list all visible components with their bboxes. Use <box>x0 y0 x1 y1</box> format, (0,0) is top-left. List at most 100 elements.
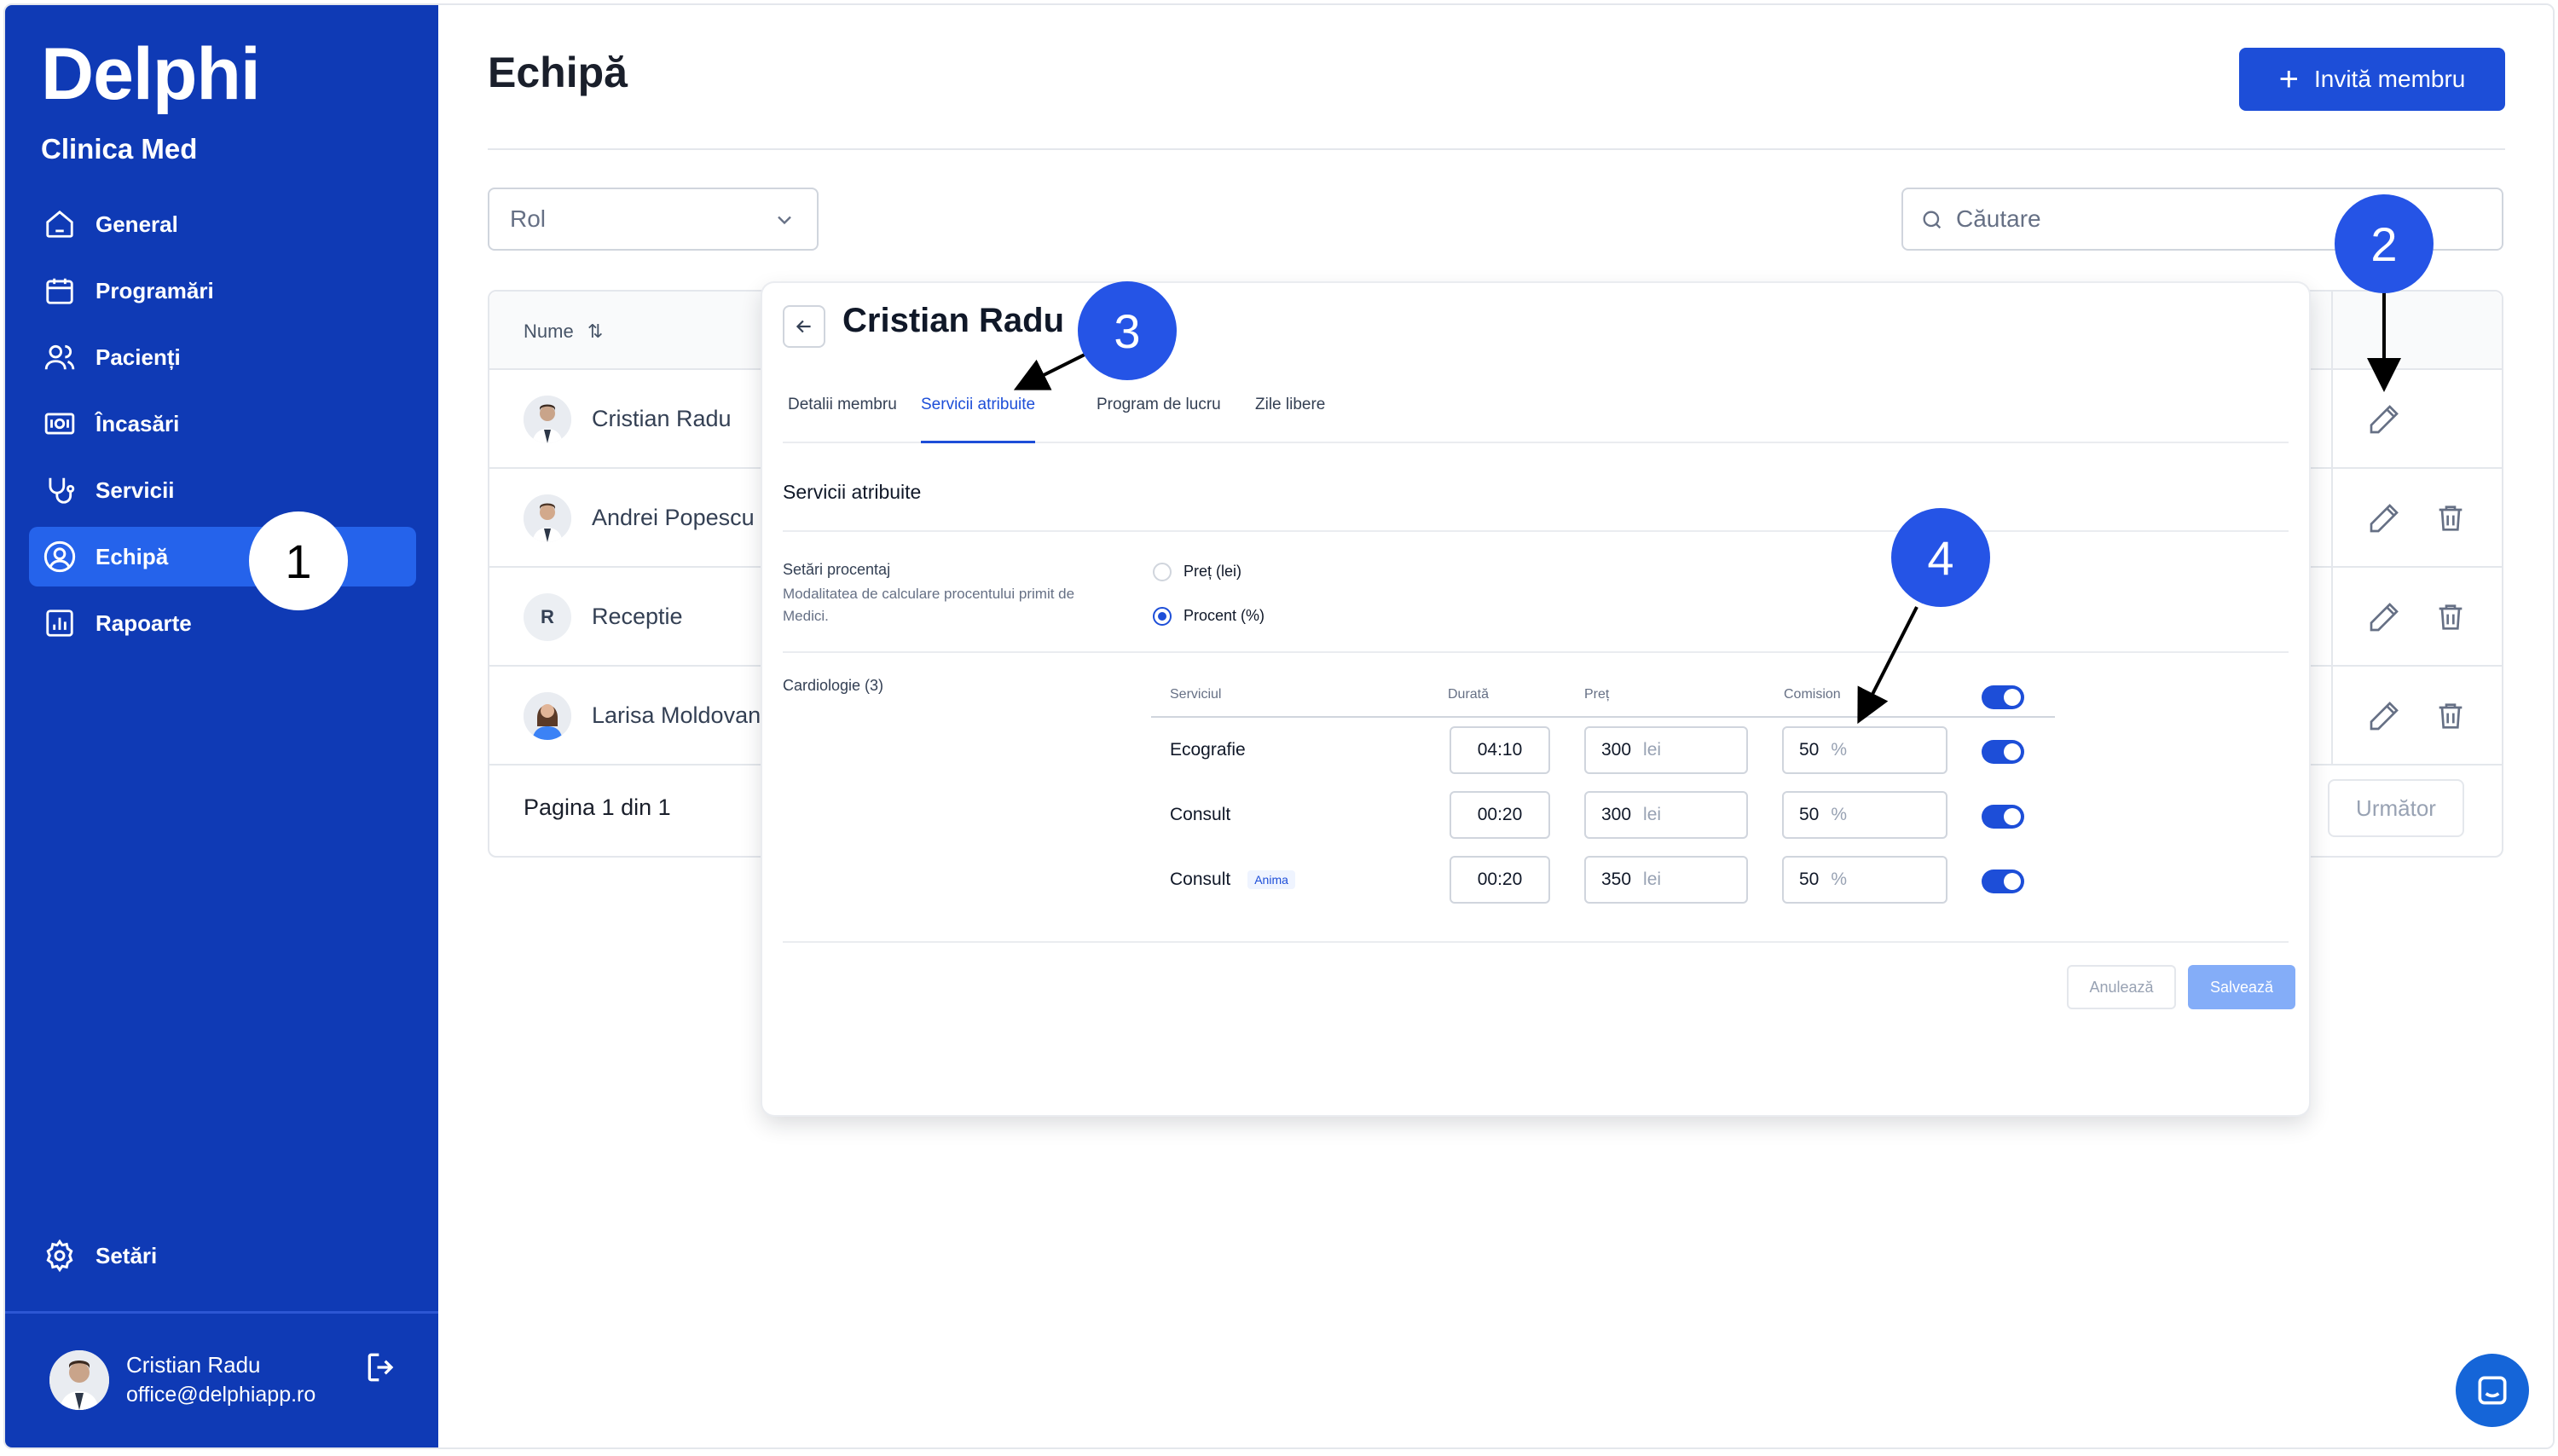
price-input[interactable]: 350 lei <box>1584 856 1748 904</box>
member-name: Receptie <box>592 604 683 629</box>
percent-settings-description: Modalitatea de calculare procentului pri… <box>783 586 1075 624</box>
invite-member-button[interactable]: + Invită membru <box>2239 48 2505 111</box>
trash-icon[interactable] <box>2434 699 2468 737</box>
edit-icon[interactable] <box>2367 600 2401 638</box>
cancel-button[interactable]: Anulează <box>2067 965 2176 1009</box>
chat-icon <box>2478 1376 2507 1405</box>
sidebar-item-setari[interactable]: Setări <box>29 1226 416 1286</box>
member-name: Andrei Popescu <box>592 505 755 530</box>
sidebar-item-pacienti[interactable]: Pacienți <box>29 327 416 387</box>
column-header-name[interactable]: Nume ⇅ <box>524 321 603 343</box>
sidebar-item-general[interactable]: General <box>29 194 416 254</box>
row-actions <box>2331 469 2502 566</box>
tab-servicii-atribuite[interactable]: Servicii atribuite <box>921 396 1036 443</box>
tab-program-de-lucru[interactable]: Program de lucru <box>1097 396 1221 413</box>
search-input[interactable]: Căutare <box>1901 188 2503 251</box>
service-name: Consult Anima <box>1170 870 1295 890</box>
home-icon <box>43 207 77 241</box>
annotation-callout-2: 2 <box>2335 194 2434 293</box>
chat-button[interactable] <box>2456 1354 2529 1427</box>
duration-input[interactable]: 00:20 <box>1450 856 1550 904</box>
radio-label: Procent (%) <box>1184 607 1265 624</box>
member-detail-panel: Cristian Radu Detalii membru Servicii at… <box>762 283 2309 1115</box>
header-divider <box>488 148 2505 150</box>
trash-icon[interactable] <box>2434 600 2468 638</box>
column-header-serviciul: Serviciul <box>1170 687 1222 702</box>
save-button[interactable]: Salvează <box>2188 965 2295 1009</box>
sidebar-item-incasari[interactable]: Încasări <box>29 394 416 454</box>
radio-procent[interactable] <box>1153 607 1172 626</box>
commission-value: 50 <box>1799 870 1820 889</box>
service-name-text: Consult <box>1170 870 1231 889</box>
service-name: Ecografie <box>1170 740 1246 760</box>
gear-icon <box>43 1239 77 1273</box>
commission-input[interactable]: 50 % <box>1782 791 1947 839</box>
role-filter-select[interactable]: Rol <box>488 188 819 251</box>
logout-icon[interactable] <box>363 1349 401 1386</box>
edit-icon[interactable] <box>2367 402 2401 441</box>
arrow-left-icon <box>796 320 811 333</box>
page-title: Echipă <box>488 49 628 96</box>
column-header-durata: Durată <box>1448 687 1490 702</box>
service-name: Consult <box>1170 805 1231 824</box>
calendar-icon <box>43 274 77 308</box>
column-header-pret: Preț <box>1584 687 1610 702</box>
section-title: Servicii atribuite <box>783 481 922 503</box>
member-name: Larisa Moldovan <box>592 702 761 728</box>
radio-pret-lei[interactable] <box>1153 563 1172 581</box>
back-button[interactable] <box>783 305 825 348</box>
sidebar: Delphi Clinica Med General Programări Pa… <box>5 5 438 1447</box>
duration-input[interactable]: 04:10 <box>1450 726 1550 774</box>
edit-icon[interactable] <box>2367 501 2401 540</box>
user-name: Cristian Radu <box>126 1352 261 1378</box>
annotation-callout-1: 1 <box>249 511 348 610</box>
trash-icon[interactable] <box>2434 501 2468 540</box>
section-divider <box>783 530 2289 532</box>
sort-icon[interactable]: ⇅ <box>587 321 604 342</box>
stethoscope-icon <box>43 473 77 507</box>
avatar <box>524 396 571 443</box>
sidebar-divider <box>5 1311 438 1314</box>
commission-unit: % <box>1831 870 1848 889</box>
sidebar-item-label: Pacienți <box>95 344 181 370</box>
commission-input[interactable]: 50 % <box>1782 856 1947 904</box>
users-icon <box>43 340 77 374</box>
plus-icon: + <box>2278 61 2299 98</box>
column-header-comision: Comision <box>1784 687 1841 702</box>
service-toggle[interactable] <box>1982 740 2024 764</box>
money-icon <box>43 407 77 441</box>
next-page-button[interactable]: Următor <box>2328 779 2464 837</box>
sidebar-item-label: General <box>95 211 178 237</box>
edit-icon[interactable] <box>2367 699 2401 737</box>
invite-label: Invită membru <box>2313 66 2466 92</box>
commission-value: 50 <box>1799 805 1820 824</box>
app-window: Delphi Clinica Med General Programări Pa… <box>3 3 2555 1449</box>
sidebar-item-programari[interactable]: Programări <box>29 261 416 321</box>
price-input[interactable]: 300 lei <box>1584 791 1748 839</box>
settings-divider <box>783 651 2289 653</box>
price-input[interactable]: 300 lei <box>1584 726 1748 774</box>
price-value: 350 <box>1601 870 1632 889</box>
service-toggle[interactable] <box>1982 870 2024 893</box>
radio-label: Preț (lei) <box>1184 563 1242 580</box>
price-value: 300 <box>1601 740 1632 760</box>
row-actions <box>2331 568 2502 665</box>
role-filter-value: Rol <box>510 205 547 232</box>
duration-input[interactable]: 00:20 <box>1450 791 1550 839</box>
sidebar-item-rapoarte[interactable]: Rapoarte <box>29 593 416 653</box>
annotation-callout-3: 3 <box>1078 281 1177 380</box>
commission-unit: % <box>1831 740 1848 760</box>
tab-detalii-membru[interactable]: Detalii membru <box>788 396 897 413</box>
sidebar-item-servicii[interactable]: Servicii <box>29 460 416 520</box>
user-profile: Cristian Radu office@delphiapp.ro <box>44 1343 411 1429</box>
price-unit: lei <box>1643 870 1662 889</box>
clinic-name: Clinica Med <box>41 133 198 165</box>
sidebar-item-label: Echipă <box>95 543 169 569</box>
sidebar-item-echipa[interactable]: Echipă <box>29 527 416 586</box>
tab-zile-libere[interactable]: Zile libere <box>1255 396 1326 413</box>
commission-input[interactable]: 50 % <box>1782 726 1947 774</box>
avatar[interactable] <box>49 1350 109 1410</box>
toggle-all-services[interactable] <box>1982 685 2024 709</box>
actions-column-header <box>2331 292 2502 368</box>
service-toggle[interactable] <box>1982 805 2024 829</box>
